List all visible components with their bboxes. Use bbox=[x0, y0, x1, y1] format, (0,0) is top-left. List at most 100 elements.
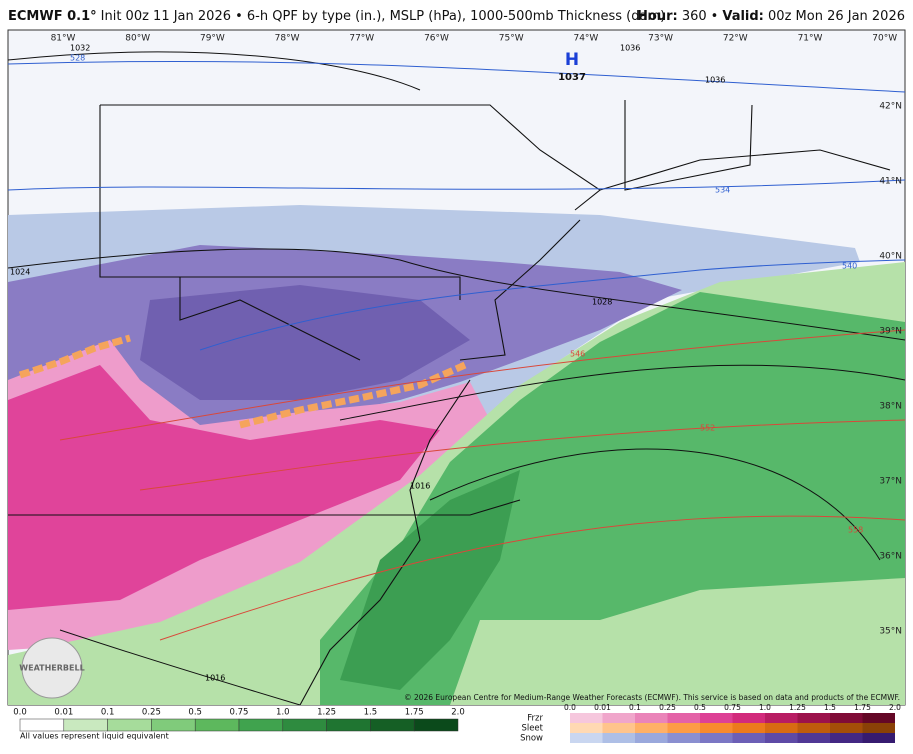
latitude-label: 37°N bbox=[879, 477, 902, 487]
border bbox=[459, 219, 581, 361]
legend-swatch bbox=[635, 713, 668, 723]
legend-swatch bbox=[326, 718, 371, 732]
mslp-contour bbox=[59, 629, 301, 706]
freezing-rain-heavy bbox=[8, 365, 440, 610]
longitude-label: 79°W bbox=[200, 34, 225, 44]
contour-label: 540 bbox=[842, 262, 857, 271]
longitude-label: 74°W bbox=[573, 34, 598, 44]
border bbox=[179, 277, 361, 361]
legend-tick: 1.25 bbox=[789, 703, 806, 712]
legend-tick: 0.75 bbox=[724, 703, 741, 712]
rain-heavy bbox=[340, 470, 520, 690]
contour-label: 546 bbox=[570, 350, 585, 359]
legend-swatch bbox=[570, 713, 603, 723]
rain-legend: 0.0 0.01 0.1 0.25 0.5 0.75 1.0 1.25 1.5 1.75 2.0 bbox=[13, 708, 465, 732]
mslp-contour bbox=[7, 248, 906, 341]
logo-badge bbox=[21, 637, 83, 699]
legend-tick: 0.1 bbox=[629, 703, 641, 712]
legend-tick: 0.75 bbox=[230, 708, 249, 718]
contour-labels: 1032 528 1036 1036 1024 534 540 1028 546… bbox=[10, 44, 863, 683]
model-name: ECMWF 0.1° bbox=[8, 9, 97, 24]
legend-swatch bbox=[667, 733, 700, 743]
legend-swatch bbox=[370, 718, 415, 732]
thickness-contour bbox=[7, 60, 906, 93]
legend-tick: 0.5 bbox=[188, 708, 202, 718]
thickness-contour bbox=[159, 515, 906, 641]
latitude-label: 35°N bbox=[879, 627, 902, 637]
legend-swatch bbox=[862, 733, 895, 743]
longitude-label: 76°W bbox=[424, 34, 449, 44]
longitude-labels: 81°W 80°W 79°W 78°W 77°W 76°W 75°W 74°W 73°W 72°W… bbox=[51, 34, 898, 44]
legend-type-label: Snow bbox=[520, 734, 543, 744]
latitude-label: 36°N bbox=[879, 552, 902, 562]
legend-tick: 0.5 bbox=[694, 703, 706, 712]
legend-tick: 0.0 bbox=[13, 708, 27, 718]
latitude-label: 41°N bbox=[879, 177, 902, 187]
legend-swatch bbox=[602, 723, 635, 733]
header-right: Hour: 360 • Valid: 00z Mon 26 Jan 2026 bbox=[637, 9, 905, 24]
legend-swatch bbox=[570, 723, 603, 733]
longitude-label: 78°W bbox=[275, 34, 300, 44]
legend-type-label: Sleet bbox=[521, 724, 543, 734]
longitude-label: 72°W bbox=[723, 34, 748, 44]
legend-swatch bbox=[862, 713, 895, 723]
latitude-label: 39°N bbox=[879, 327, 902, 337]
high-pressure-symbol: H bbox=[565, 50, 579, 70]
legend-swatch bbox=[765, 723, 798, 733]
legend-swatch bbox=[797, 723, 830, 733]
separator: • bbox=[711, 9, 719, 24]
valid-label: Valid: bbox=[722, 9, 764, 24]
thickness-contour bbox=[199, 259, 906, 351]
legend-tick: 1.75 bbox=[405, 708, 424, 718]
legend-tick: 0.01 bbox=[54, 708, 73, 718]
thickness-contour bbox=[139, 419, 906, 491]
legend-swatch bbox=[635, 733, 668, 743]
legend-tick: 0.1 bbox=[101, 708, 115, 718]
border bbox=[299, 379, 471, 706]
latitude-label: 42°N bbox=[879, 102, 902, 112]
contour-label: 528 bbox=[70, 54, 85, 63]
contour-label: 1016 bbox=[410, 482, 430, 491]
legend-note: All values represent liquid equivalent bbox=[20, 732, 169, 741]
legend-swatch bbox=[282, 718, 327, 732]
valid-value: 00z Mon 26 Jan 2026 bbox=[764, 9, 905, 24]
legend-swatch bbox=[602, 713, 635, 723]
legend-tick: 1.0 bbox=[276, 708, 290, 718]
legend-swatch bbox=[700, 713, 733, 723]
legend-tick: 0.25 bbox=[142, 708, 161, 718]
latitude-label: 38°N bbox=[879, 402, 902, 412]
longitude-label: 75°W bbox=[499, 34, 524, 44]
legend-swatch bbox=[732, 713, 765, 723]
border bbox=[99, 105, 461, 300]
border bbox=[624, 100, 753, 191]
logo: WEATHERBELL bbox=[19, 664, 84, 673]
legend-tick: 1.5 bbox=[824, 703, 836, 712]
legend-swatch bbox=[765, 713, 798, 723]
legend-swatch bbox=[602, 733, 635, 743]
map: 1032 528 1036 1036 1024 534 540 1028 546… bbox=[7, 29, 906, 706]
border bbox=[8, 499, 521, 516]
legend-tick: 2.0 bbox=[889, 703, 901, 712]
longitude-label: 77°W bbox=[349, 34, 374, 44]
legend-tick: 0.01 bbox=[594, 703, 611, 712]
legend-swatch bbox=[413, 718, 459, 732]
contours bbox=[7, 51, 906, 706]
contour-label: 1032 bbox=[70, 44, 90, 53]
legend-tick: 2.0 bbox=[451, 708, 465, 718]
latitude-label: 40°N bbox=[879, 252, 902, 262]
legend-swatch bbox=[238, 718, 284, 732]
hour-label: Hour: bbox=[637, 9, 678, 24]
mslp-contour bbox=[7, 51, 421, 91]
legend-swatch bbox=[19, 718, 65, 732]
legend-tick: 1.75 bbox=[854, 703, 871, 712]
hour-value: 360 bbox=[678, 9, 707, 24]
legend-swatch bbox=[765, 733, 798, 743]
legend-tick: 1.25 bbox=[317, 708, 336, 718]
legend-swatch bbox=[194, 718, 240, 732]
sleet-band bbox=[18, 334, 131, 379]
longitude-label: 80°W bbox=[125, 34, 150, 44]
contour-label: 558 bbox=[848, 526, 863, 535]
